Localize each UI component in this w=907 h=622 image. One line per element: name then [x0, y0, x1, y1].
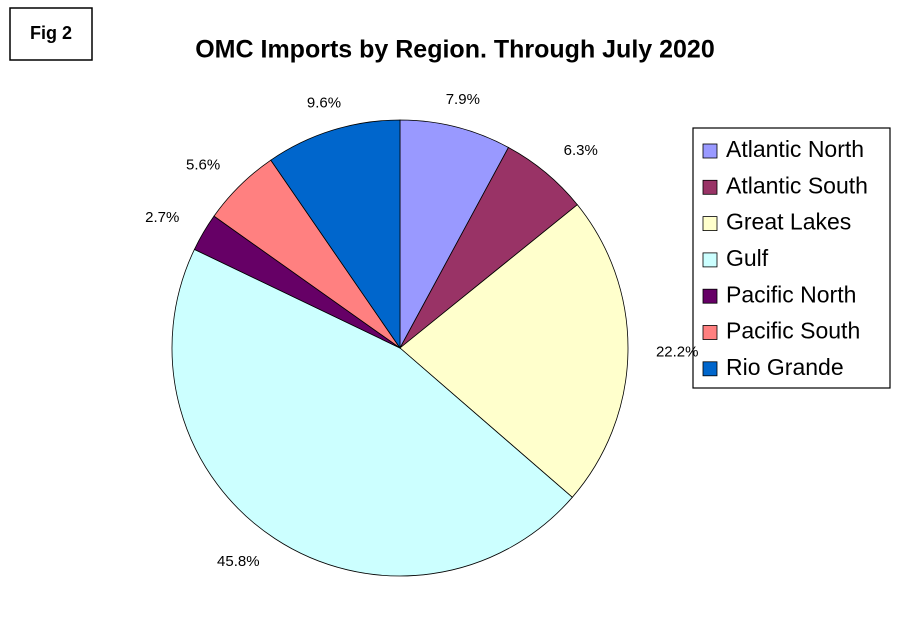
data-label: 6.3%: [564, 142, 598, 159]
legend-swatch: [702, 288, 718, 304]
legend-label: Great Lakes: [726, 209, 851, 235]
legend-label: Rio Grande: [726, 354, 844, 380]
legend-swatch: [702, 361, 718, 377]
data-label: 7.9%: [446, 91, 480, 108]
legend-swatch: [702, 143, 718, 159]
legend-label: Pacific South: [726, 318, 860, 344]
legend-swatch: [702, 252, 718, 268]
data-label: 5.6%: [186, 157, 220, 174]
legend-swatch: [702, 325, 718, 340]
figure-label: Fig 2: [30, 23, 72, 43]
figure-label-box: [9, 7, 93, 61]
pie-slice: [171, 248, 573, 577]
data-label: 45.8%: [217, 553, 260, 570]
legend-swatch: [702, 179, 718, 195]
legend-label: Gulf: [726, 245, 769, 271]
legend-label: Atlantic North: [726, 136, 864, 162]
legend-swatch: [702, 216, 718, 232]
data-label: 22.2%: [656, 343, 699, 360]
legend-label: Pacific North: [726, 281, 856, 307]
data-label: 9.6%: [307, 95, 341, 112]
pie-slice: [399, 204, 629, 498]
data-label: 2.7%: [145, 209, 179, 226]
chart-title: OMC Imports by Region. Through July 2020: [195, 36, 715, 64]
legend-box: [692, 127, 891, 389]
legend-label: Atlantic South: [726, 172, 868, 198]
pie-slice: [270, 119, 401, 350]
pie-slice: [399, 119, 510, 349]
